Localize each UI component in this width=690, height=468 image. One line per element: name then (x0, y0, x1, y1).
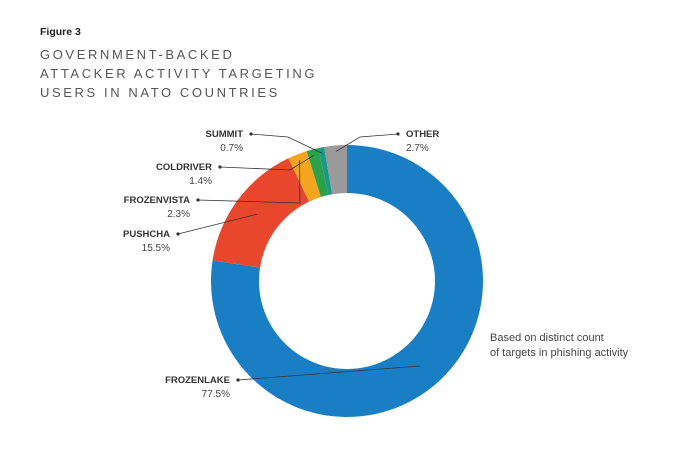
chart-note-line-1: Based on distinct count (490, 332, 604, 344)
chart-title: GOVERNMENT-BACKED ATTACKER ACTIVITY TARG… (40, 45, 317, 102)
label-value-pushcha: 15.5% (142, 243, 170, 254)
leader-line-coldriver (219, 154, 315, 171)
leader-line-frozenlake (237, 365, 420, 381)
label-name-coldriver: COLDRIVER (156, 162, 212, 173)
callout-leaders (176, 132, 420, 382)
slice-coldriver (306, 148, 329, 197)
figure-label: Figure 3 (40, 26, 81, 38)
label-value-frozenlake: 77.5% (202, 389, 230, 400)
label-value-summit: 0.7% (220, 143, 243, 154)
label-name-pushcha: PUSHCHA (123, 229, 170, 240)
label-value-coldriver: 1.4% (189, 176, 212, 187)
slice-frozenvista (288, 151, 321, 202)
slice-summit (318, 146, 333, 195)
label-name-other: OTHER (406, 129, 439, 140)
chart-note-line-2: of targets in phishing activity (490, 347, 629, 359)
leader-line-pushcha (177, 213, 258, 235)
label-value-frozenvista: 2.3% (167, 209, 190, 220)
label-name-frozenlake: FROZENLAKE (165, 375, 230, 386)
callout-labels: FROZENLAKE 77.5% PUSHCHA 15.5% FROZENVISTA 2.… (123, 129, 439, 400)
chart-note: Based on distinct count of targets in ph… (490, 331, 628, 361)
label-name-summit: SUMMIT (206, 129, 244, 140)
chart-title-line-1: GOVERNMENT-BACKED (40, 47, 235, 62)
leader-line-frozenvista (197, 159, 301, 204)
chart-title-line-3: USERS IN NATO COUNTRIES (40, 85, 280, 100)
slice-other (324, 145, 347, 195)
leader-line-summit (250, 133, 323, 154)
donut-slices (211, 145, 483, 417)
slice-frozenlake (211, 145, 483, 417)
chart-title-line-2: ATTACKER ACTIVITY TARGETING (40, 66, 318, 81)
slice-pushcha (212, 158, 310, 268)
leader-line-other (335, 133, 399, 152)
label-value-other: 2.7% (406, 143, 429, 154)
label-name-frozenvista: FROZENVISTA (124, 195, 190, 206)
